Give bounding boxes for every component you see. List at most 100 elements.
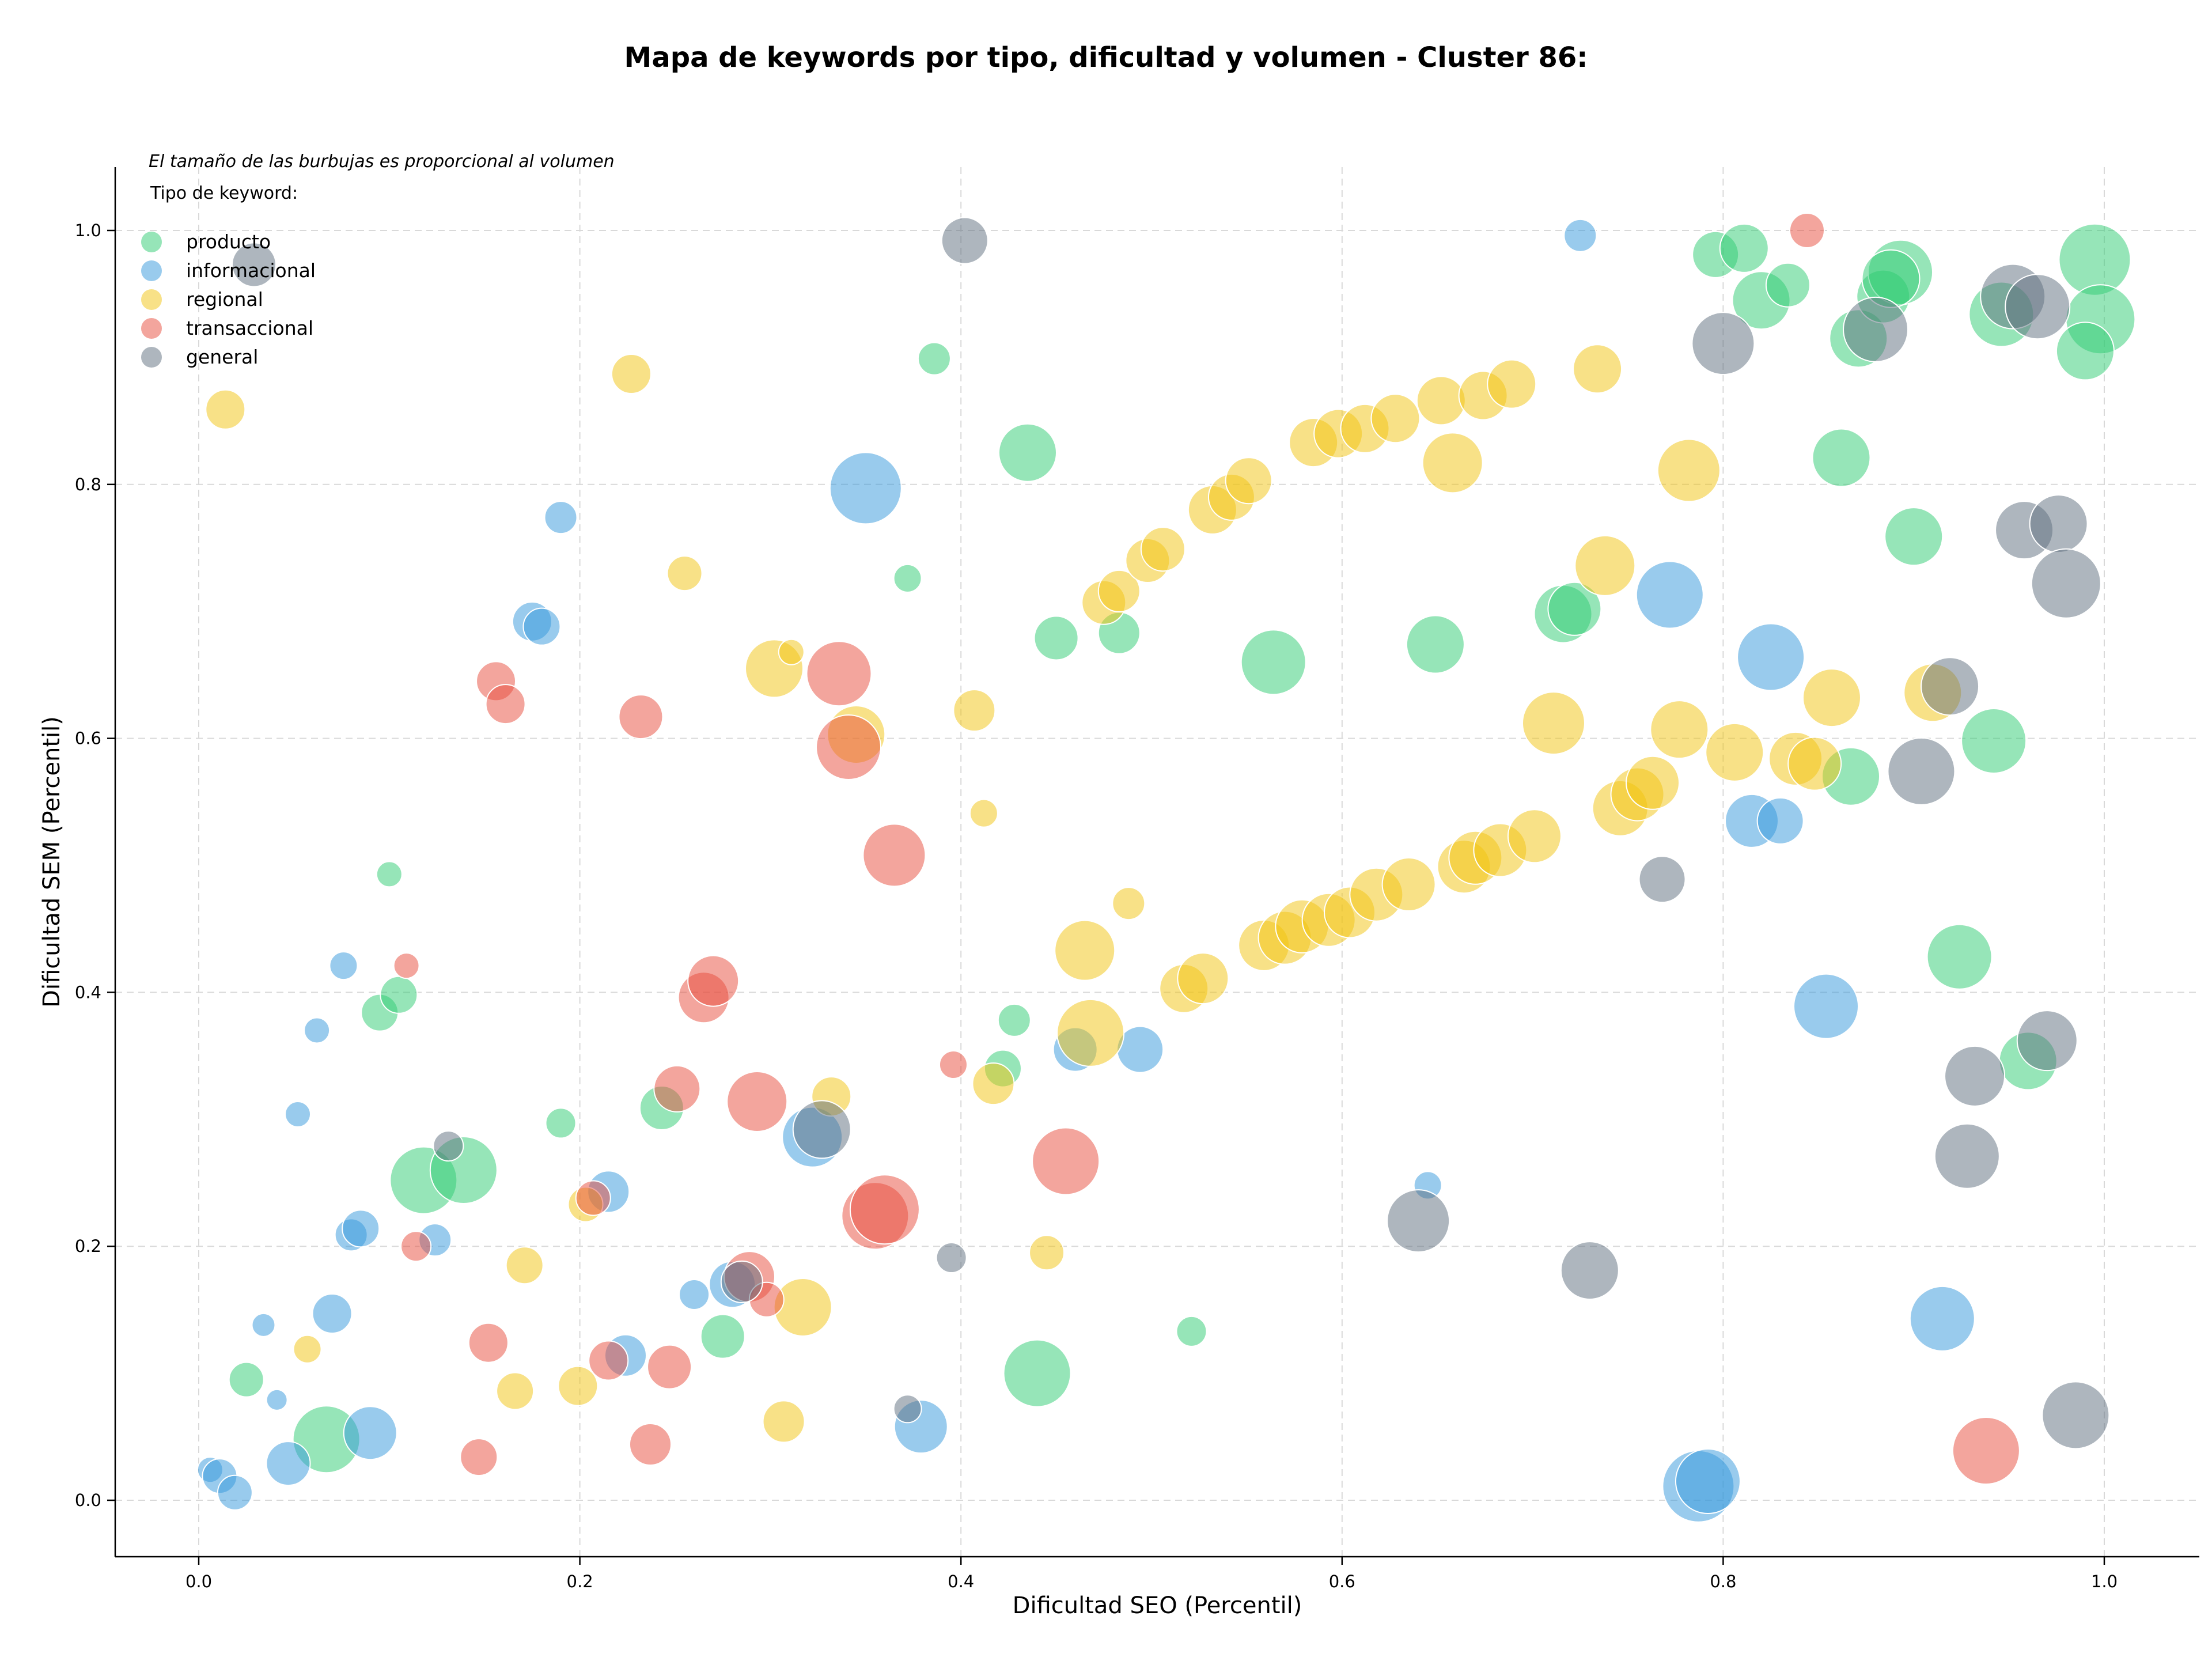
legend-marker-producto bbox=[141, 232, 162, 252]
chart-title: Mapa de keywords por tipo, dificultad y … bbox=[624, 41, 1588, 74]
bubble-general bbox=[1638, 856, 1686, 903]
bubble-transaccional bbox=[575, 1180, 611, 1216]
bubble-informacional bbox=[829, 452, 902, 525]
bubble-regional bbox=[1056, 998, 1125, 1067]
bubble-informacional bbox=[266, 1388, 288, 1411]
bubble-general bbox=[2029, 494, 2088, 554]
bubble-producto bbox=[998, 423, 1057, 482]
bubble-informacional bbox=[266, 1441, 311, 1486]
bubble-informacional bbox=[343, 1406, 397, 1461]
bubble-transaccional bbox=[485, 684, 526, 725]
bubble-informacional bbox=[522, 607, 561, 646]
bubble-regional bbox=[1422, 432, 1483, 494]
bubble-regional bbox=[1097, 569, 1141, 612]
bubble-general bbox=[720, 1260, 763, 1303]
bubble-general bbox=[2031, 548, 2101, 619]
bubble-regional bbox=[1177, 952, 1229, 1005]
bubble-general bbox=[1934, 1123, 2000, 1189]
bubble-producto bbox=[997, 1003, 1031, 1037]
bubble-general bbox=[792, 1100, 851, 1159]
bubble-general bbox=[1691, 312, 1755, 376]
bubble-producto bbox=[1926, 924, 1993, 990]
bubble-producto bbox=[545, 1107, 577, 1139]
y-tick-label: 0.4 bbox=[75, 982, 101, 1002]
bubble-transaccional bbox=[1952, 1417, 2020, 1485]
bubble-informacional bbox=[312, 1293, 353, 1334]
bubble-producto bbox=[1033, 615, 1079, 661]
bubble-general bbox=[1944, 1045, 2006, 1107]
bubble-regional bbox=[1054, 920, 1116, 981]
legend-label-informacional: informacional bbox=[186, 259, 316, 282]
bubble-general bbox=[231, 242, 276, 287]
bubble-general bbox=[433, 1130, 464, 1162]
bubble-transaccional bbox=[687, 955, 740, 1007]
bubble-regional bbox=[1573, 344, 1623, 394]
bubble-general bbox=[1387, 1189, 1450, 1253]
bubble-transaccional bbox=[618, 694, 664, 740]
legend-marker-regional bbox=[141, 289, 162, 310]
bubble-regional bbox=[1507, 809, 1562, 864]
bubble-informacional bbox=[251, 1312, 276, 1337]
bubble-informacional bbox=[1635, 561, 1704, 629]
bubble-producto bbox=[1003, 1339, 1071, 1408]
bubble-producto bbox=[228, 1361, 264, 1398]
bubble-transaccional bbox=[653, 1065, 701, 1113]
y-tick-label: 0.0 bbox=[75, 1490, 101, 1510]
bubble-informacional bbox=[544, 501, 578, 535]
x-tick-label: 0.6 bbox=[1329, 1572, 1355, 1591]
bubble-producto bbox=[380, 975, 418, 1014]
y-tick-label: 0.8 bbox=[75, 475, 101, 494]
x-tick-label: 1.0 bbox=[2091, 1572, 2118, 1591]
x-tick-label: 0.8 bbox=[1710, 1572, 1736, 1591]
bubble-regional bbox=[1521, 691, 1585, 755]
bubble-regional bbox=[505, 1246, 544, 1285]
bubble-transaccional bbox=[460, 1438, 498, 1477]
x-axis-label: Dificultad SEO (Percentil) bbox=[1013, 1592, 1302, 1619]
bubble-informacional bbox=[679, 1278, 710, 1310]
y-tick-label: 1.0 bbox=[75, 221, 101, 240]
bubble-transaccional bbox=[806, 641, 872, 707]
bubble-regional bbox=[558, 1365, 599, 1406]
bubble-producto bbox=[376, 861, 403, 888]
bubble-regional bbox=[762, 1400, 805, 1443]
bubble-producto bbox=[893, 563, 922, 593]
bubble-producto bbox=[1765, 262, 1810, 308]
bubble-general bbox=[1921, 657, 1980, 716]
bubble-regional bbox=[1626, 755, 1680, 810]
bubble-producto bbox=[1884, 507, 1944, 566]
legend-label-producto: producto bbox=[186, 230, 271, 253]
bubble-producto bbox=[1547, 581, 1602, 636]
bubble-regional bbox=[1650, 700, 1709, 759]
bubble-producto bbox=[1719, 223, 1769, 273]
bubble-general bbox=[1560, 1241, 1619, 1300]
bubble-producto bbox=[1406, 615, 1465, 674]
legend-title: Tipo de keyword: bbox=[150, 183, 298, 203]
bubble-transaccional bbox=[726, 1070, 788, 1132]
bubble-regional bbox=[953, 689, 996, 732]
bubble-informacional bbox=[1793, 973, 1859, 1039]
bubble-producto bbox=[1176, 1315, 1207, 1347]
bubble-regional bbox=[1225, 457, 1272, 505]
bubble-regional bbox=[666, 555, 703, 592]
bubble-general bbox=[1887, 737, 1956, 805]
bubble-regional bbox=[1705, 722, 1764, 782]
bubble-producto bbox=[1812, 428, 1871, 487]
bubble-informacional bbox=[304, 1017, 331, 1044]
bubble-general bbox=[935, 1242, 967, 1274]
bubble-regional bbox=[1487, 359, 1537, 409]
size-note: El tamaño de las burbujas es proporciona… bbox=[149, 152, 615, 172]
bubble-informacional bbox=[329, 951, 358, 981]
bubble-regional bbox=[611, 354, 652, 395]
bubble-informacional bbox=[217, 1474, 253, 1511]
tick-layer: 0.0 0.0 0.2 0.2 0.4 0.4 0.6 0.6 0.8 0.8 1.0 1.0 bbox=[75, 221, 2118, 1591]
bubble-general bbox=[2041, 1381, 2110, 1450]
bubble-transaccional bbox=[849, 1174, 920, 1245]
bubble-regional bbox=[969, 799, 998, 828]
legend-label-general: general bbox=[186, 346, 258, 368]
bubble-regional bbox=[972, 1062, 1015, 1106]
bubble-transaccional bbox=[862, 823, 926, 887]
bubble-transaccional bbox=[1789, 213, 1825, 248]
axes bbox=[114, 167, 2199, 1558]
bubble-informacional bbox=[1756, 797, 1804, 845]
bubble-regional bbox=[1574, 535, 1636, 596]
